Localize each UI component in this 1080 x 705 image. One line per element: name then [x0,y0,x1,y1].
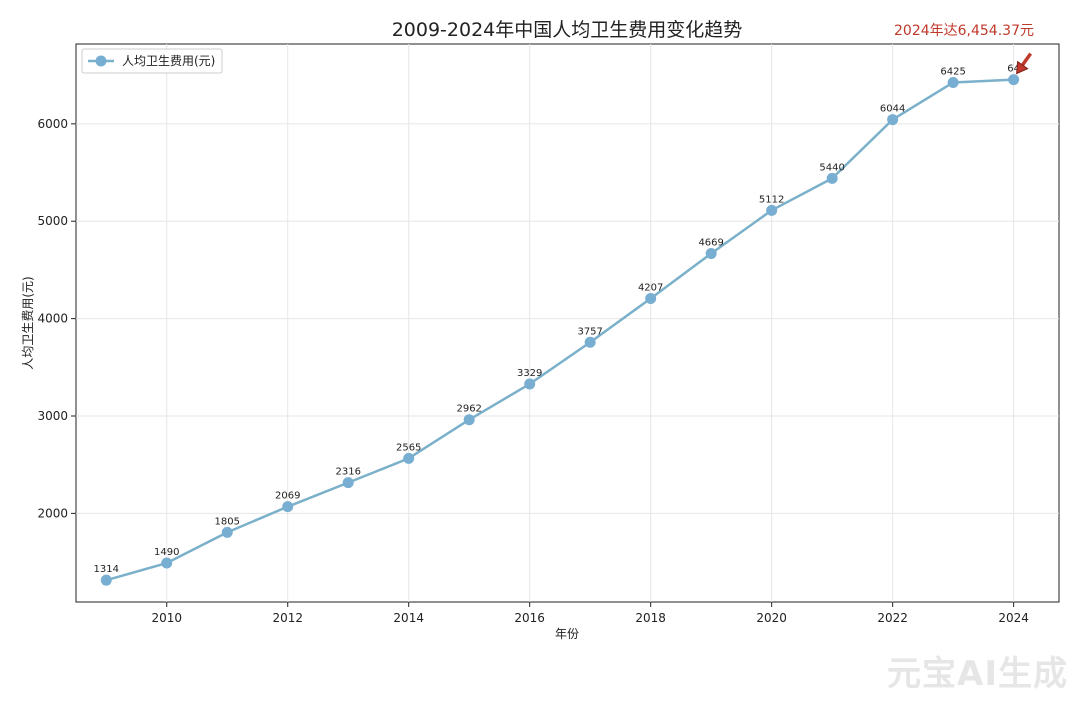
data-point [584,336,596,348]
data-point [463,414,475,426]
annotation: 2024年达6,454.37元 [894,23,1034,75]
data-point [645,292,657,304]
data-point [766,204,778,216]
data-label: 2069 [275,491,300,502]
data-label: 1314 [94,564,119,575]
data-point [826,172,838,184]
data-label: 3329 [517,368,542,379]
data-label: 4669 [698,237,723,248]
x-tick-label: 2016 [514,611,545,625]
data-label: 1805 [215,516,240,527]
data-label: 2316 [335,467,360,478]
series-line [105,78,1014,582]
plot-area [75,43,1060,603]
data-point [161,557,173,569]
watermark: 元宝AI生成 [887,654,1068,694]
chart-title: 2009-2024年中国人均卫生费用变化趋势 [392,19,743,41]
y-tick-label: 5000 [37,214,68,228]
legend-marker [95,55,107,67]
x-axis-ticks: 2010 2012 2014 2016 2018 2020 2022 2024 [151,602,1029,625]
data-label: 1490 [154,547,179,558]
legend-label: 人均卫生费用(元) [122,54,215,68]
data-point [100,574,112,586]
x-tick-label: 2020 [756,611,787,625]
data-label: 5440 [819,162,844,173]
series-layer: 1314 1490 1805 2069 2316 2565 2962 3329 3757 4207… [94,64,1020,586]
x-tick-label: 2022 [877,611,908,625]
x-tick-label: 2018 [635,611,666,625]
y-tick-label: 4000 [37,312,68,326]
x-tick-label: 2010 [151,611,182,625]
y-axis-ticks: 2000 3000 4000 5000 6000 [37,117,76,520]
data-point [282,501,294,513]
x-axis-label: 年份 [555,627,579,641]
y-tick-label: 2000 [37,506,68,520]
data-label: 64 [1007,64,1020,75]
data-point [403,452,415,464]
data-label: 6425 [940,66,965,77]
legend-box [81,48,223,74]
data-point [1008,74,1020,86]
data-label: 3757 [577,326,602,337]
data-label: 2565 [396,442,421,453]
y-tick-label: 6000 [37,117,68,131]
data-point [705,247,717,259]
data-point [947,76,959,88]
y-tick-label: 3000 [37,409,68,423]
legend: 人均卫生费用(元) [81,48,223,74]
x-tick-label: 2014 [393,611,424,625]
annotation-arrow-head [1016,60,1029,75]
data-label: 5112 [759,194,784,205]
data-label: 4207 [638,282,663,293]
data-point [524,378,536,390]
data-label: 6044 [880,104,905,115]
grid-lines [76,44,1059,602]
data-point [887,114,899,126]
data-label: 2962 [456,404,481,415]
annotation-text: 2024年达6,454.37元 [894,23,1034,39]
x-tick-label: 2012 [272,611,303,625]
data-point [342,477,354,489]
x-tick-label: 2024 [998,611,1029,625]
y-axis-label: 人均卫生费用(元) [21,276,35,369]
data-point [221,526,233,538]
